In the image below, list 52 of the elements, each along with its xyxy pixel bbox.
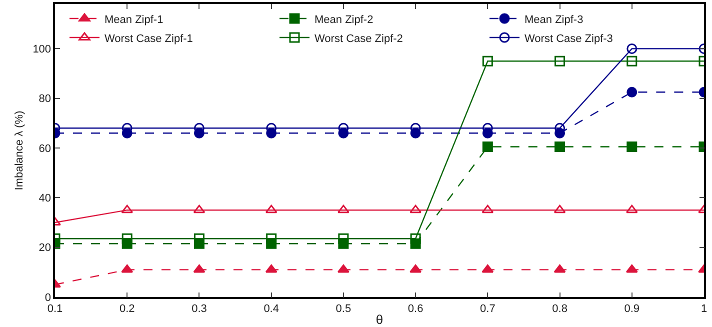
point xyxy=(265,264,278,273)
x-tick-label: 0.5 xyxy=(336,302,352,315)
point xyxy=(337,204,350,214)
point xyxy=(410,204,422,214)
point xyxy=(626,86,638,98)
point xyxy=(554,264,566,273)
legend-label: Mean Zipf-3 xyxy=(524,14,584,26)
x-tick-label: 1 xyxy=(700,302,708,315)
x-tick-label: 0.7 xyxy=(480,302,496,315)
point xyxy=(266,233,277,244)
legend-label: Worst Case Zipf-1 xyxy=(104,32,193,45)
x-tick-label: 0.9 xyxy=(624,302,640,315)
x-tick-label: 0.6 xyxy=(408,302,424,315)
point xyxy=(554,56,566,66)
point xyxy=(554,142,566,152)
point xyxy=(626,56,638,66)
point xyxy=(265,204,278,214)
point xyxy=(482,142,493,152)
x-tick-label: 0.4 xyxy=(264,302,279,315)
point xyxy=(194,233,204,244)
point xyxy=(626,142,638,152)
point xyxy=(338,233,349,244)
legend-label: Worst Case Zipf-2 xyxy=(314,32,403,45)
legend-label: Mean Zipf-1 xyxy=(104,14,164,26)
point xyxy=(482,56,493,66)
x-tick-label: 0.3 xyxy=(192,302,207,315)
point xyxy=(121,204,134,214)
point xyxy=(410,264,422,273)
x-axis-title: θ xyxy=(376,312,384,327)
y-tick-label: 80 xyxy=(38,93,52,106)
point xyxy=(121,264,134,273)
y-tick-label: 0 xyxy=(44,292,52,304)
y-axis-title: Imbalance λ (%) xyxy=(14,110,26,190)
y-tick-label: 40 xyxy=(38,192,52,205)
point xyxy=(337,264,350,273)
point xyxy=(122,233,132,244)
legend-label: Mean Zipf-2 xyxy=(314,14,374,26)
y-tick-label: 60 xyxy=(38,142,52,155)
point xyxy=(626,204,638,214)
point xyxy=(626,43,638,54)
x-tick-label: 0.8 xyxy=(552,302,568,315)
point xyxy=(193,264,206,273)
point xyxy=(554,204,566,214)
point xyxy=(626,264,638,273)
y-tick-label: 20 xyxy=(38,242,52,254)
x-tick-label: 0.1 xyxy=(47,302,63,315)
legend-label: Worst Case Zipf-3 xyxy=(524,32,613,45)
point xyxy=(193,204,206,214)
y-tick-label: 100 xyxy=(32,44,52,56)
point xyxy=(482,204,494,214)
x-tick-label: 0.2 xyxy=(119,302,135,315)
point xyxy=(482,264,494,273)
